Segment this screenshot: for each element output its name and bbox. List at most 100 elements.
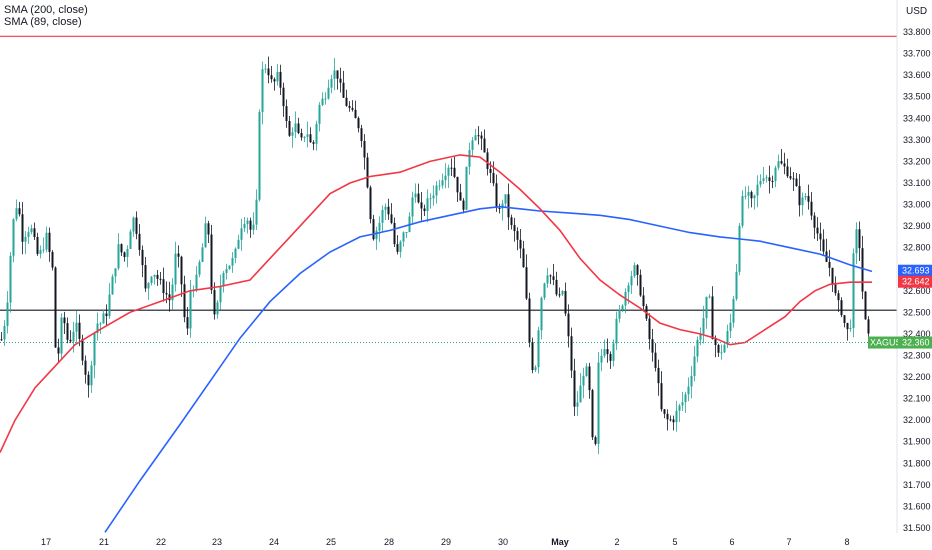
candle-body [24, 236, 27, 242]
price-tick-label: 32.200 [903, 372, 931, 382]
candle-body [84, 360, 87, 375]
candle-body [324, 98, 327, 100]
price-badge-text: 32.693 [902, 266, 930, 276]
candle-body [558, 294, 561, 296]
candle-body [243, 223, 246, 229]
time-tick-label: 8 [844, 537, 849, 547]
price-axis[interactable]: 31.500 31.600 31.700 31.800 31.900 32.000 32.1… [903, 27, 931, 533]
candle-body [750, 192, 753, 199]
candle-body [717, 345, 720, 353]
candle-body [432, 195, 435, 199]
time-axis[interactable]: 17 21 22 23 24 25 28 29 30 May 2 5 6 7 8 [41, 537, 850, 547]
candle-body [117, 244, 120, 269]
candle-body [363, 141, 366, 158]
candle-body [603, 349, 606, 356]
candle-body [657, 367, 660, 384]
candle-body [138, 233, 141, 250]
candle-body [561, 290, 564, 295]
price-tick-label: 31.800 [903, 458, 931, 468]
time-tick-label: 28 [384, 537, 394, 547]
candle-body [528, 298, 531, 343]
candle-body [504, 194, 507, 204]
candle-body [162, 279, 165, 294]
sma-89-legend[interactable]: SMA (89, close) [4, 16, 82, 28]
candle-body [60, 317, 63, 354]
candle-body [54, 267, 57, 348]
candle-body [6, 302, 9, 326]
candle-body [210, 234, 213, 291]
candle-body [597, 362, 600, 444]
candle-body [693, 356, 696, 376]
candle-body [384, 206, 387, 210]
candle-body [123, 252, 126, 258]
time-tick-label: 24 [269, 537, 279, 547]
candle-body [531, 342, 534, 371]
candle-body [18, 208, 21, 215]
candle-body [510, 217, 513, 226]
candle-body [600, 355, 603, 363]
candle-body [846, 323, 849, 330]
candle-body [816, 227, 819, 234]
candle-body [252, 224, 255, 230]
candle-body [453, 167, 456, 177]
candle-body [372, 219, 375, 240]
candle-body [828, 261, 831, 268]
candle-body [0, 339, 3, 341]
candle-body [672, 419, 675, 423]
candle-body [771, 181, 774, 183]
candle-body [537, 330, 540, 368]
candle-body [378, 222, 381, 231]
candle-body [87, 374, 90, 386]
candle-body [345, 97, 348, 106]
candle-body [108, 294, 111, 317]
price-tick-label: 33.400 [903, 113, 931, 123]
time-tick-label: 6 [729, 537, 734, 547]
candle-body [738, 225, 741, 272]
candle-body [807, 195, 810, 202]
candle-body [276, 71, 279, 82]
candle-body [438, 185, 441, 187]
candle-body [222, 272, 225, 287]
candle-body [39, 250, 42, 254]
candle-body [411, 197, 414, 217]
candle-body [183, 284, 186, 318]
candle-body [831, 267, 834, 285]
candle-body [27, 232, 30, 237]
candle-body [318, 104, 321, 124]
candle-body [780, 161, 783, 164]
time-tick-label: May [551, 537, 569, 547]
candle-body [207, 223, 210, 235]
price-badge-text: 32.360 [902, 338, 930, 348]
candle-body [765, 177, 768, 179]
candle-body [723, 344, 726, 353]
price-tick-label: 32.900 [903, 221, 931, 231]
price-badge [898, 336, 932, 349]
horizontal-levels [0, 35, 897, 311]
candle-body [171, 284, 174, 301]
candle-body [315, 123, 318, 144]
candle-body [126, 249, 129, 258]
price-tick-label: 31.600 [903, 501, 931, 511]
candle-body [651, 339, 654, 353]
candle-body [492, 172, 495, 184]
candle-body [573, 370, 576, 407]
candle-body [522, 248, 525, 268]
candle-body [75, 322, 78, 332]
candle-body [483, 138, 486, 153]
candle-body [642, 295, 645, 307]
candle-body [129, 231, 132, 250]
currency-label[interactable]: USD [906, 6, 928, 17]
candle-body [696, 339, 699, 357]
candle-body [867, 319, 870, 334]
price-tick-label: 32.000 [903, 415, 931, 425]
candle-body [576, 402, 579, 407]
candle-body [783, 163, 786, 167]
sma-200-legend[interactable]: SMA (200, close) [4, 4, 88, 16]
candle-body [48, 232, 51, 252]
candle-body [741, 195, 744, 226]
candle-body [705, 296, 708, 319]
candle-body [387, 206, 390, 215]
candle-body [93, 333, 96, 366]
candle-body [636, 265, 639, 275]
